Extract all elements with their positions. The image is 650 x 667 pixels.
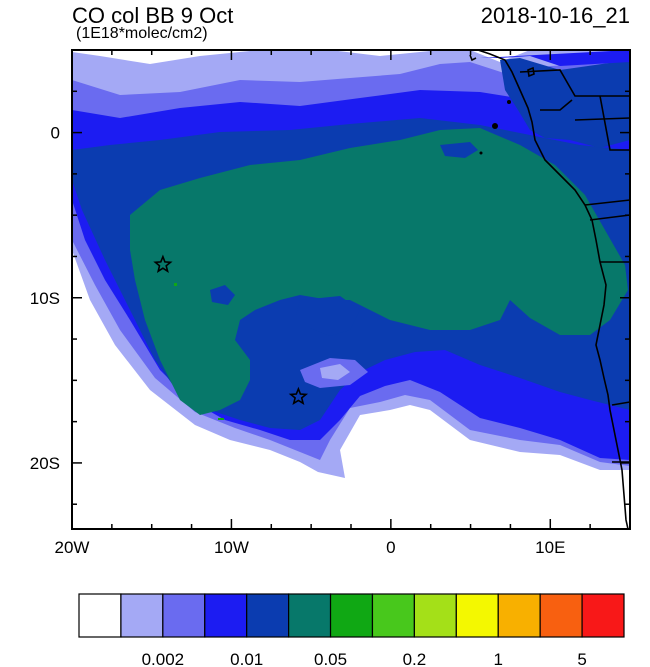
map-units: (1E18*molec/cm2) bbox=[76, 25, 208, 42]
colorbar-swatch bbox=[204, 593, 248, 638]
map-title: CO col BB 9 Oct bbox=[72, 3, 234, 28]
colorbar-swatch bbox=[120, 593, 164, 638]
x-tick-label: 0 bbox=[386, 538, 395, 557]
colorbar-label: 0.002 bbox=[142, 650, 185, 667]
colorbar-label: 0.2 bbox=[403, 650, 427, 667]
y-tick-label: 10S bbox=[30, 289, 60, 308]
y-tick-label: 0 bbox=[51, 124, 60, 143]
co-field bbox=[72, 50, 630, 529]
star-marker-icon bbox=[288, 386, 309, 406]
island-dot bbox=[507, 100, 511, 104]
colorbar-swatch bbox=[497, 593, 541, 638]
island-dot bbox=[479, 151, 483, 155]
x-tick-label: 20W bbox=[55, 538, 90, 557]
station-markers bbox=[153, 254, 309, 406]
map-timestamp: 2018-10-16_21 bbox=[480, 3, 630, 28]
colorbar-label: 0.05 bbox=[314, 650, 347, 667]
colorbar-swatch bbox=[539, 593, 583, 638]
colorbar-swatch bbox=[455, 593, 499, 638]
colorbar bbox=[78, 593, 625, 638]
colorbar-swatch bbox=[162, 593, 206, 638]
colorbar-swatch bbox=[329, 593, 374, 638]
colorbar-swatch bbox=[78, 593, 122, 638]
island-dot bbox=[492, 123, 498, 129]
colorbar-swatch bbox=[288, 593, 332, 638]
colorbar-labels: 0.002 0.01 0.05 0.2 1 5 bbox=[142, 650, 587, 667]
x-axis-labels: 20W 10W 0 10E bbox=[55, 538, 566, 557]
x-tick-label: 10W bbox=[214, 538, 249, 557]
colorbar-swatch bbox=[413, 593, 457, 638]
y-axis-labels: 0 10S 20S bbox=[30, 124, 60, 473]
colorbar-label: 1 bbox=[493, 650, 502, 667]
coastline bbox=[469, 50, 630, 529]
x-tick-label: 10E bbox=[535, 538, 565, 557]
colorbar-swatch bbox=[581, 593, 625, 638]
colorbar-swatch bbox=[246, 593, 290, 638]
y-tick-label: 20S bbox=[30, 454, 60, 473]
colorbar-label: 0.01 bbox=[230, 650, 263, 667]
star-marker-icon bbox=[153, 254, 173, 273]
colorbar-label: 5 bbox=[577, 650, 586, 667]
axis-ticks bbox=[71, 49, 631, 529]
colorbar-swatch bbox=[371, 593, 415, 638]
